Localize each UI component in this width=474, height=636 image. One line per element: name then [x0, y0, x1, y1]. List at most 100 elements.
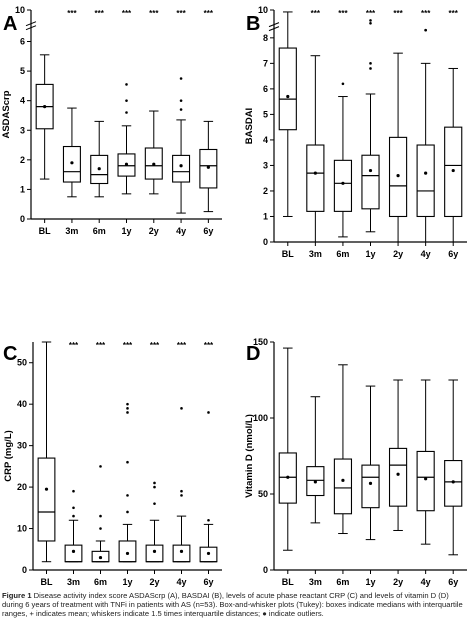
mean-marker-c	[152, 549, 157, 553]
significance-label-b: ***	[393, 9, 403, 18]
outlier-point-b	[424, 28, 427, 32]
y-tick-label-b: 7	[263, 58, 268, 68]
y-tick-label-b: 0	[263, 237, 268, 247]
box-d	[333, 458, 353, 515]
box-c	[64, 544, 83, 563]
mean-marker-b	[424, 171, 428, 175]
outlier-point-c	[126, 510, 129, 514]
x-tick-label-d: 4y	[421, 577, 431, 587]
outlier-point-b	[369, 62, 372, 65]
outlier-point-c	[72, 514, 75, 518]
outlier-point-c	[207, 518, 210, 522]
y-tick-label-a: 4	[20, 96, 25, 106]
significance-label-c: ***	[204, 341, 214, 350]
y-tick-label-b: 2	[263, 186, 268, 196]
figure: A 0 1 2 3 4 5 6 10 ASDAScrp BL 3m *** 6m *** 1y *** 2y ***…	[1, 5, 467, 587]
outlier-point-a	[125, 111, 128, 114]
significance-label-a: ***	[149, 9, 159, 18]
y-axis-label-d: Vitamin D (nmol/L)	[244, 414, 255, 498]
significance-label-a: ***	[204, 9, 214, 18]
mean-marker-d	[396, 472, 400, 476]
x-tick-label-c: 6m	[94, 577, 107, 587]
significance-label-c: ***	[150, 341, 160, 350]
y-tick-label-c: 40	[17, 399, 27, 409]
y-tick-label-a: 3	[20, 125, 25, 135]
significance-label-b: ***	[449, 9, 459, 18]
mean-marker-b	[451, 168, 455, 173]
y-tick-label-b: 4	[263, 135, 268, 145]
x-tick-label-a: 3m	[65, 226, 78, 236]
outlier-point-a	[179, 99, 183, 102]
box-a	[172, 154, 191, 183]
y-tick-label-a: 5	[20, 66, 25, 76]
mean-marker-b	[368, 168, 373, 173]
box-c	[145, 544, 164, 563]
y-axis-label-c: CRP (mg/L)	[3, 430, 14, 482]
outlier-point-c	[153, 481, 156, 485]
mean-marker-d	[451, 480, 455, 484]
x-tick-label-d: 6m	[336, 577, 349, 587]
box-c	[172, 544, 191, 563]
outlier-point-c	[207, 411, 210, 414]
y-tick-label-a: 6	[20, 37, 25, 47]
axis-break-a	[25, 25, 37, 31]
y-tick-label-a: 10	[15, 5, 25, 15]
y-tick-label-c: 0	[22, 565, 27, 575]
box-c	[118, 540, 137, 563]
mean-marker-a	[179, 164, 183, 168]
x-tick-label-b: 6m	[336, 249, 349, 259]
axis-break-b	[268, 22, 280, 28]
mean-marker-b	[396, 174, 400, 178]
outlier-point-a	[179, 77, 183, 80]
y-tick-label-b: 8	[263, 33, 268, 43]
panel-label-c: C	[3, 343, 17, 365]
mean-marker-a	[152, 162, 156, 166]
y-tick-label-d: 50	[258, 489, 268, 499]
mean-marker-b	[286, 94, 290, 99]
significance-label-c: ***	[177, 341, 187, 350]
outlier-point-c	[126, 460, 129, 464]
box-b	[306, 144, 325, 212]
mean-marker-d	[424, 477, 428, 481]
mean-marker-c	[179, 549, 184, 553]
box-b	[416, 144, 435, 218]
x-tick-label-a: 4y	[176, 226, 186, 236]
outlier-point-b	[341, 82, 345, 86]
x-tick-label-a: 2y	[149, 226, 159, 236]
box-d	[388, 447, 408, 507]
y-tick-label-b: 5	[263, 109, 268, 119]
x-tick-label-d: 6y	[448, 577, 458, 587]
figure-caption: Figure 1 Disease activity index score AS…	[2, 591, 472, 619]
outlier-point-c	[99, 465, 102, 468]
panel-label-a: A	[3, 13, 17, 35]
box-d	[416, 450, 435, 512]
x-tick-label-b: 4y	[421, 249, 431, 259]
y-tick-label-b: 1	[263, 211, 268, 221]
mean-marker-d	[286, 475, 290, 479]
y-tick-label-b: 3	[263, 160, 268, 170]
outlier-point-c	[180, 494, 183, 497]
significance-label-b: ***	[311, 9, 321, 18]
outlier-point-c	[153, 485, 156, 489]
outlier-point-a	[179, 108, 183, 111]
y-axis-label-a: ASDAScrp	[1, 90, 12, 138]
x-tick-label-c: BL	[41, 577, 53, 587]
box-b	[278, 47, 297, 131]
box-b	[333, 159, 353, 212]
mean-marker-a	[70, 161, 74, 165]
x-tick-label-b: 1y	[365, 249, 375, 259]
panel-label-d: D	[246, 343, 260, 365]
significance-label-a: ***	[122, 9, 132, 18]
significance-label-c: ***	[96, 341, 106, 350]
mean-marker-c	[125, 551, 130, 556]
mean-marker-d	[313, 480, 317, 484]
box-b	[361, 154, 380, 210]
x-tick-label-b: 6y	[448, 249, 458, 259]
axis-break-a	[25, 21, 37, 27]
y-tick-label-d: 0	[263, 565, 268, 575]
mean-marker-a	[124, 162, 129, 166]
mean-marker-b	[341, 181, 345, 185]
x-tick-label-c: 6y	[203, 577, 213, 587]
y-tick-label-c: 30	[17, 441, 27, 451]
outlier-point-c	[126, 411, 129, 414]
